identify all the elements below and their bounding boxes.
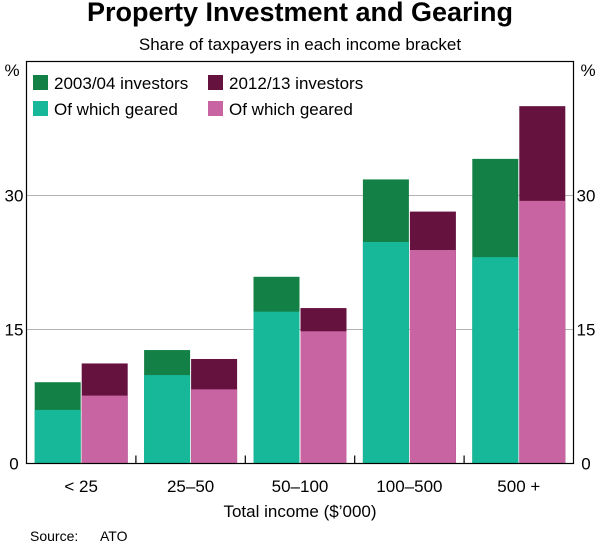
bar-2003-geared-3 (362, 241, 409, 464)
y-tick-left-30: 30 (5, 187, 24, 206)
y-axis-right: 0 15 30 (577, 187, 596, 474)
chart-title: Property Investment and Gearing (87, 0, 513, 27)
bar-2012-geared-0 (81, 395, 128, 464)
x-axis-title: Total income ($’000) (223, 502, 376, 521)
x-tick-label-4: 500 + (497, 477, 540, 496)
y-tick-right-15: 15 (577, 321, 596, 340)
legend-swatch-2012-geared (208, 101, 223, 116)
bar-2012-geared-3 (409, 249, 456, 464)
bar-2012-geared-2 (300, 331, 347, 464)
bar-2012-geared-1 (191, 389, 238, 464)
bar-2003-geared-1 (144, 375, 191, 464)
y-unit-right: % (580, 61, 595, 80)
source-label: Source: (30, 528, 78, 544)
legend-label-2012-geared: Of which geared (229, 100, 353, 119)
x-axis: < 25 25–50 50–100 100–500 500 + (64, 477, 540, 496)
category-dividers (135, 455, 465, 464)
y-tick-left-0: 0 (9, 455, 18, 474)
bar-2003-geared-0 (34, 409, 81, 464)
legend-label-2003-geared: Of which geared (54, 100, 178, 119)
legend-swatch-2012-investors (208, 75, 223, 90)
legend: 2003/04 investors 2012/13 investors Of w… (33, 74, 363, 119)
y-tick-right-30: 30 (577, 187, 596, 206)
legend-label-2003-investors: 2003/04 investors (54, 74, 188, 93)
legend-swatch-2003-geared (33, 101, 48, 116)
y-tick-left-15: 15 (5, 321, 24, 340)
bar-2003-geared-4 (472, 257, 519, 464)
x-tick-label-0: < 25 (64, 477, 98, 496)
legend-label-2012-investors: 2012/13 investors (229, 74, 363, 93)
x-tick-label-2: 50–100 (272, 477, 329, 496)
y-unit-left: % (4, 61, 19, 80)
bar-2003-geared-2 (253, 311, 300, 464)
x-tick-label-1: 25–50 (167, 477, 214, 496)
plot-frame (25, 60, 575, 465)
bar-2012-geared-4 (519, 200, 566, 464)
legend-swatch-2003-investors (33, 75, 48, 90)
y-axis-left: 0 15 30 (5, 187, 24, 474)
x-tick-label-3: 100–500 (376, 477, 442, 496)
source-value: ATO (100, 528, 128, 544)
bars (34, 106, 566, 464)
y-tick-right-0: 0 (581, 455, 590, 474)
chart-subtitle: Share of taxpayers in each income bracke… (139, 35, 462, 54)
